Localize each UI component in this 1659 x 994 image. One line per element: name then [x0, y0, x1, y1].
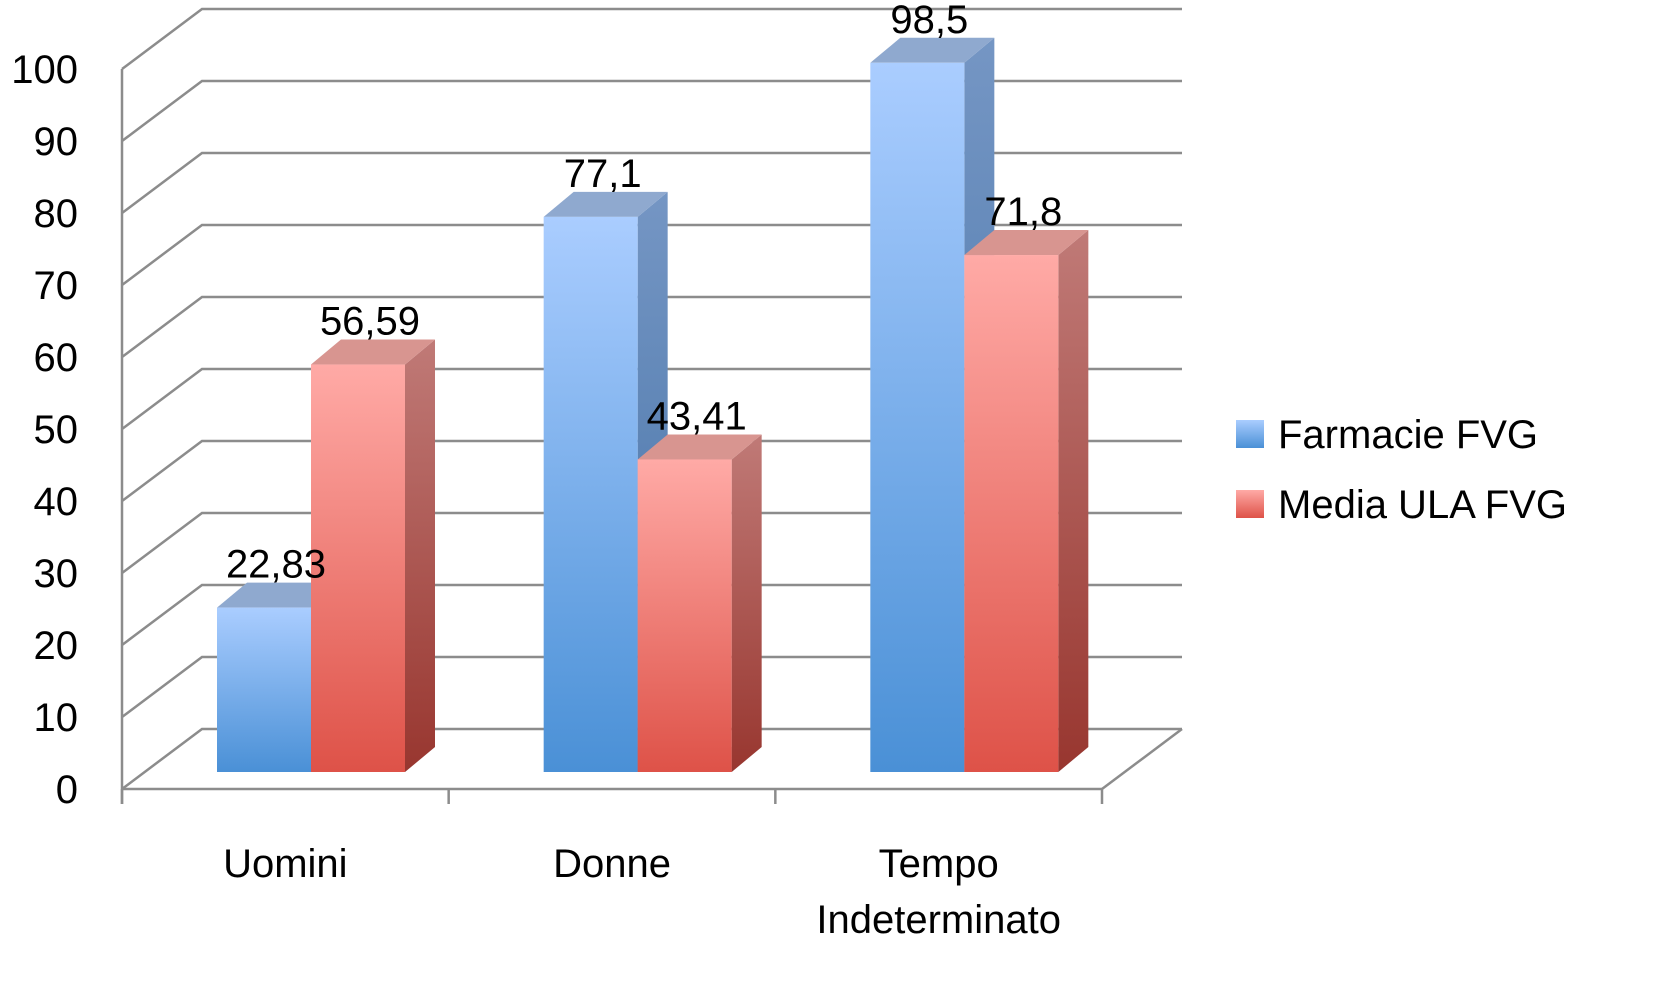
data-label: 77,1 [564, 152, 642, 196]
y-tick-label: 0 [56, 768, 78, 812]
bar-top [217, 582, 341, 608]
gridline [121, 79, 1182, 142]
bar-top [311, 339, 435, 365]
gridline [121, 655, 1182, 718]
data-label: 71,8 [984, 190, 1062, 234]
gridline [121, 7, 1182, 70]
bar-top [543, 191, 668, 217]
x-category-label: Donne [553, 842, 671, 886]
gridline [121, 295, 1182, 358]
legend-swatch [1236, 420, 1264, 448]
gridline [121, 151, 1182, 214]
y-tick-label: 60 [34, 336, 79, 380]
axes [120, 69, 1183, 804]
y-tick-label: 90 [34, 120, 79, 164]
bar-top [637, 434, 762, 460]
bar-top [870, 37, 995, 63]
x-category-label: Tempo Indeterminato [816, 842, 1061, 942]
bars [217, 37, 1089, 773]
gridline [121, 223, 1182, 286]
gridline [121, 439, 1182, 502]
y-tick-label: 40 [34, 480, 79, 524]
legend-swatch [1236, 490, 1264, 518]
y-tick-label: 80 [34, 192, 79, 236]
data-label: 56,59 [320, 300, 420, 344]
y-tick-label: 100 [11, 48, 78, 92]
bar [964, 255, 1059, 773]
y-tick-label: 50 [34, 408, 79, 452]
gridlines [121, 7, 1182, 790]
bar [637, 459, 732, 772]
legend-label: Farmacie FVG [1278, 413, 1538, 457]
legend-label: Media ULA FVG [1278, 483, 1567, 527]
y-tick-label: 30 [34, 552, 79, 596]
bar-side [1058, 230, 1089, 773]
bar [870, 62, 965, 773]
gridline [121, 583, 1182, 646]
bar [543, 216, 638, 772]
x-category-label: Uomini [223, 842, 347, 886]
bar-side [731, 434, 762, 772]
y-tick-label: 70 [34, 264, 79, 308]
bar [311, 364, 405, 772]
x-axis-category-labels: Uomini Donne Tempo Indeterminato [223, 842, 1061, 942]
bar-side [405, 339, 435, 772]
y-tick-label: 20 [34, 624, 79, 668]
bar-top [964, 230, 1089, 256]
y-axis-tick-labels: 0 10 20 30 40 50 60 70 80 90 100 [11, 48, 78, 812]
gridline [121, 511, 1182, 574]
data-label: 98,5 [890, 0, 968, 42]
y-tick-label: 10 [34, 696, 79, 740]
data-label: 43,41 [647, 394, 747, 438]
floor-edge [1101, 728, 1183, 790]
data-labels: 22,83 56,59 77,1 43,41 98,5 71,8 [226, 0, 1062, 587]
data-label: 22,83 [226, 543, 326, 587]
gridline [121, 367, 1182, 430]
bar [217, 607, 311, 772]
gridline [121, 727, 1182, 790]
legend: Farmacie FVG Media ULA FVG [1236, 413, 1567, 527]
